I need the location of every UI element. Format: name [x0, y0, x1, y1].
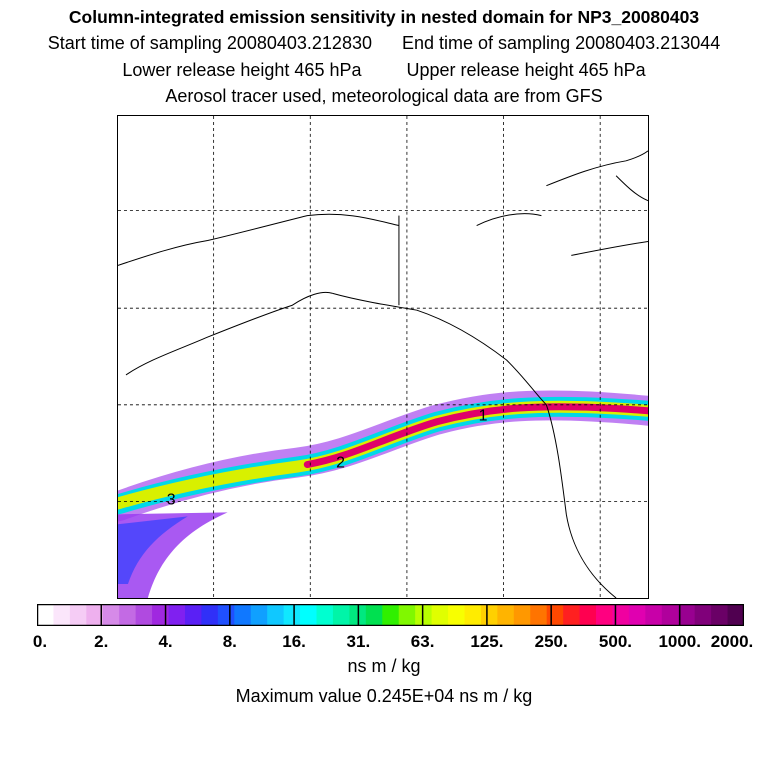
- chart-title: Column-integrated emission sensitivity i…: [68, 7, 700, 27]
- color-scale-swatch: [612, 604, 630, 626]
- color-scale-border: [37, 604, 744, 626]
- color-scale-swatch: [546, 604, 564, 626]
- color-scale-swatch: [596, 604, 613, 626]
- color-scale-swatch: [382, 604, 400, 626]
- color-scale-swatch: [135, 604, 153, 626]
- day-marker-1: 1: [479, 408, 488, 425]
- plume: [118, 390, 648, 598]
- graticule: [118, 116, 648, 598]
- color-scale-swatch: [300, 604, 318, 626]
- color-scale-swatch: [168, 604, 186, 626]
- color-scale-swatch: [727, 604, 744, 626]
- coastlines: [118, 150, 648, 598]
- color-scale-swatch: [579, 604, 597, 626]
- color-scale-tick-label: 250.: [534, 632, 568, 651]
- color-scale-tick-label: 16.: [282, 632, 306, 651]
- color-scale-swatch: [267, 604, 285, 626]
- color-scale-swatch: [431, 604, 449, 626]
- color-scale-swatch: [53, 604, 71, 626]
- color-scale-swatch: [530, 604, 548, 626]
- color-scale-swatch: [628, 604, 646, 626]
- color-scale-swatch: [480, 604, 498, 626]
- color-scale-swatch: [69, 604, 87, 626]
- color-scale-swatch: [37, 604, 54, 626]
- color-scale-swatch: [661, 604, 679, 626]
- color-scale-swatch: [86, 604, 104, 626]
- color-scale-swatch: [152, 604, 170, 626]
- color-scale-swatch: [119, 604, 137, 626]
- color-scale-swatch: [283, 604, 301, 626]
- day-marker-2: 2: [336, 455, 345, 472]
- map-panel: 1 2 3: [117, 115, 649, 599]
- release-heights: Lower release height 465 hPa Upper relea…: [0, 60, 768, 81]
- color-scale-tick-label: 2.: [94, 632, 109, 651]
- color-scale-swatch: [645, 604, 663, 626]
- color-scale-swatch: [694, 604, 712, 626]
- color-scale-swatch: [184, 604, 202, 626]
- color-scale-tick-label: 1000.: [658, 632, 701, 651]
- color-scale-tick-label: 125.: [470, 632, 504, 651]
- color-scale-swatch: [711, 604, 729, 626]
- color-scale-swatch: [102, 604, 120, 626]
- color-scale-swatch: [448, 604, 465, 626]
- color-scale-swatch: [365, 604, 383, 626]
- color-scale-tick-label: 4.: [158, 632, 173, 651]
- day-marker-3: 3: [167, 491, 176, 508]
- color-scale-swatch: [513, 604, 531, 626]
- start-time-label: Start time of sampling 20080403.212830: [47, 33, 372, 53]
- units-label: ns m / kg: [347, 656, 421, 676]
- color-scale-swatch: [398, 604, 416, 626]
- upper-height-label: Upper release height 465 hPa: [406, 60, 646, 80]
- color-scale-tick-label: 31.: [346, 632, 371, 651]
- color-scale-swatch: [415, 604, 433, 626]
- color-scale-swatch: [563, 604, 581, 626]
- color-scale-swatch: [217, 604, 235, 626]
- color-scale-tick-label: 63.: [410, 632, 435, 651]
- color-scale-swatch: [250, 604, 268, 626]
- end-time-label: End time of sampling 20080403.213044: [402, 33, 721, 53]
- color-scale-tick-label: 8.: [222, 632, 237, 651]
- plume-mid: [118, 400, 648, 510]
- color-scale-bar: [37, 604, 744, 626]
- color-scale-swatch: [234, 604, 252, 626]
- tracer-info: Aerosol tracer used, meteorological data…: [165, 86, 603, 106]
- plume-core: [303, 403, 648, 469]
- sampling-times: Start time of sampling 20080403.212830 E…: [0, 33, 768, 54]
- maximum-value-label: Maximum value 0.245E+04 ns m / kg: [235, 686, 533, 706]
- color-scale-swatch: [316, 604, 334, 626]
- color-scale-swatch: [497, 604, 515, 626]
- color-scale-swatch: [678, 604, 696, 626]
- lower-height-label: Lower release height 465 hPa: [122, 60, 362, 80]
- color-scale-tick-label: 2000.: [710, 632, 754, 651]
- color-scale-tick-label: 0.: [32, 632, 48, 651]
- color-scale-swatch: [464, 604, 482, 626]
- color-scale-swatch: [201, 604, 219, 626]
- color-scale-tick-label: 500.: [598, 632, 632, 651]
- color-scale-swatch: [332, 604, 350, 626]
- plume-tail-inner: [118, 516, 188, 585]
